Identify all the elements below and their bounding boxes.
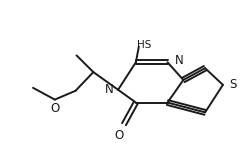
- Text: S: S: [229, 78, 236, 91]
- Text: N: N: [174, 54, 183, 67]
- Text: O: O: [50, 102, 59, 115]
- Text: N: N: [105, 83, 114, 96]
- Text: O: O: [114, 129, 124, 142]
- Text: HS: HS: [136, 40, 151, 49]
